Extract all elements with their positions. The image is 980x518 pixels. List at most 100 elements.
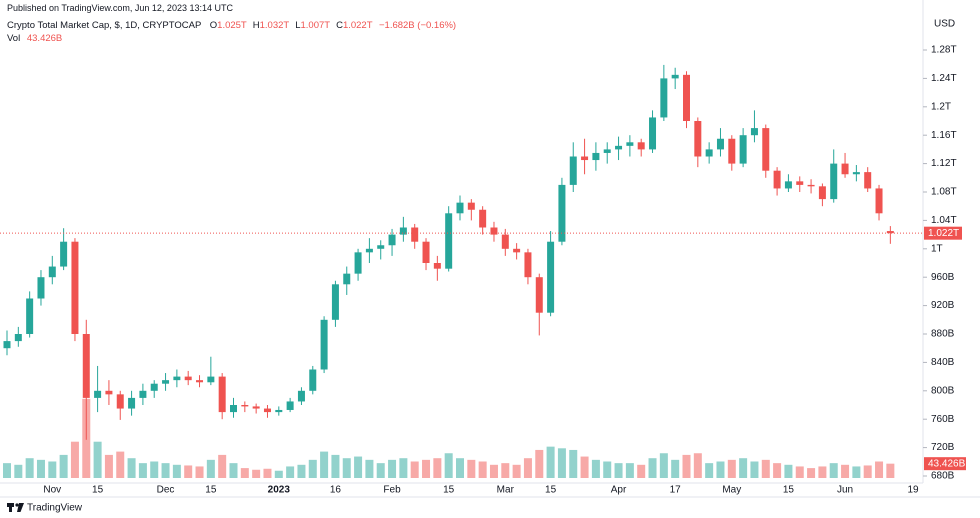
candle-body xyxy=(263,408,271,413)
volume-bar xyxy=(25,458,34,478)
x-tick-label: Apr xyxy=(611,485,627,496)
candle-body xyxy=(94,390,102,398)
volume-bar xyxy=(705,463,714,478)
candle-body xyxy=(218,376,226,413)
candle-body xyxy=(784,181,792,189)
volume-bar xyxy=(240,468,249,478)
volume-bar xyxy=(727,459,736,478)
candle-body xyxy=(569,156,577,185)
candle-body xyxy=(320,319,328,370)
volume-bar xyxy=(388,459,397,478)
volume-bar xyxy=(852,466,861,478)
candle-body xyxy=(82,334,90,398)
y-tick-label: 1.16T xyxy=(931,130,957,141)
candle-body xyxy=(26,298,34,334)
candle-body xyxy=(773,170,781,189)
volume-bar xyxy=(195,466,204,478)
candle-body xyxy=(37,277,45,299)
volume-bar xyxy=(331,454,340,478)
volume-bar xyxy=(829,463,838,478)
candle-body xyxy=(852,172,860,175)
candle-body xyxy=(399,227,407,235)
candle-body xyxy=(875,188,883,214)
volume-bar xyxy=(648,458,657,478)
y-tick-label: 840B xyxy=(931,357,955,368)
candle-body xyxy=(128,397,136,409)
candle-body xyxy=(750,128,758,136)
candle-body xyxy=(637,142,645,150)
x-tick-label: 2023 xyxy=(268,485,291,496)
volume-bar xyxy=(59,454,68,478)
candle-body xyxy=(354,252,362,274)
volume-bar xyxy=(478,461,487,478)
candle-body xyxy=(3,341,11,349)
candle-body xyxy=(297,390,305,402)
volume-bar xyxy=(603,461,612,478)
candle-body xyxy=(230,405,237,413)
candle-body xyxy=(241,405,249,407)
x-tick-label: 19 xyxy=(907,485,919,496)
volume-bar xyxy=(433,458,442,478)
volume-bar xyxy=(886,463,895,478)
volume-bar xyxy=(671,459,680,478)
x-tick-label: Mar xyxy=(497,485,515,496)
candle-body xyxy=(456,202,464,214)
field-name: L xyxy=(295,20,301,31)
volume-bar xyxy=(591,459,600,478)
candle-body xyxy=(501,234,509,249)
candle-body xyxy=(173,376,181,381)
legend-row: Crypto Total Market Cap, $, 1D, CRYPTOCA… xyxy=(7,20,456,31)
ohlc-fields: O1.025T H1.032T L1.007T C1.022T xyxy=(204,20,373,31)
candle-body xyxy=(490,227,498,235)
candle-body xyxy=(286,401,294,410)
volume-bar xyxy=(546,446,555,478)
published: Published on TradingView.com, Jun 12, 20… xyxy=(7,3,233,13)
volume-bar xyxy=(320,451,329,478)
candle-body xyxy=(807,184,815,187)
volume-bar xyxy=(557,448,566,478)
candle-body xyxy=(694,121,702,157)
candle-body xyxy=(535,277,543,313)
y-tick-label: 1.04T xyxy=(931,215,957,226)
y-tick-label: 1.12T xyxy=(931,158,957,169)
candle-body xyxy=(467,202,475,210)
volume-bar xyxy=(682,454,691,478)
volume-bar xyxy=(784,464,793,478)
candle-body xyxy=(252,406,260,409)
x-tick-label: Jun xyxy=(837,485,853,496)
volume-bar xyxy=(467,459,476,478)
change: −1.682B (−0.16%) xyxy=(378,20,457,31)
volume-bar xyxy=(750,461,759,478)
candle-body xyxy=(365,248,373,253)
candle-body xyxy=(739,135,747,164)
candle-body xyxy=(60,241,68,267)
candle-body xyxy=(603,149,611,153)
field-name: C xyxy=(336,20,343,31)
candle-body xyxy=(196,380,204,383)
volume-bar xyxy=(93,441,102,478)
volume-bar xyxy=(693,453,702,478)
volume-label: 43.426B xyxy=(928,458,966,469)
volume-bar xyxy=(399,458,408,478)
brand-logo xyxy=(7,503,24,512)
candle-body xyxy=(830,163,838,200)
volume-bar xyxy=(36,459,45,478)
y-tick-label: 1.24T xyxy=(931,73,957,84)
y-tick-label: 920B xyxy=(931,300,955,311)
candle-body xyxy=(649,117,657,150)
volume-bar xyxy=(70,441,79,478)
field-value: 1.032T xyxy=(259,20,290,31)
volume-bar xyxy=(614,463,623,478)
volume-bar xyxy=(410,461,419,478)
volume-bar xyxy=(875,461,884,478)
field-value: 1.007T xyxy=(300,20,331,31)
field-name: O xyxy=(209,20,218,31)
candle-body xyxy=(150,383,158,391)
brand: TradingView xyxy=(27,503,83,514)
x-tick-label: 17 xyxy=(670,485,682,496)
volume-name: Vol xyxy=(7,33,21,44)
volume-bar xyxy=(659,453,668,478)
candle-body xyxy=(422,241,430,263)
y-tick-label: 960B xyxy=(931,272,955,283)
